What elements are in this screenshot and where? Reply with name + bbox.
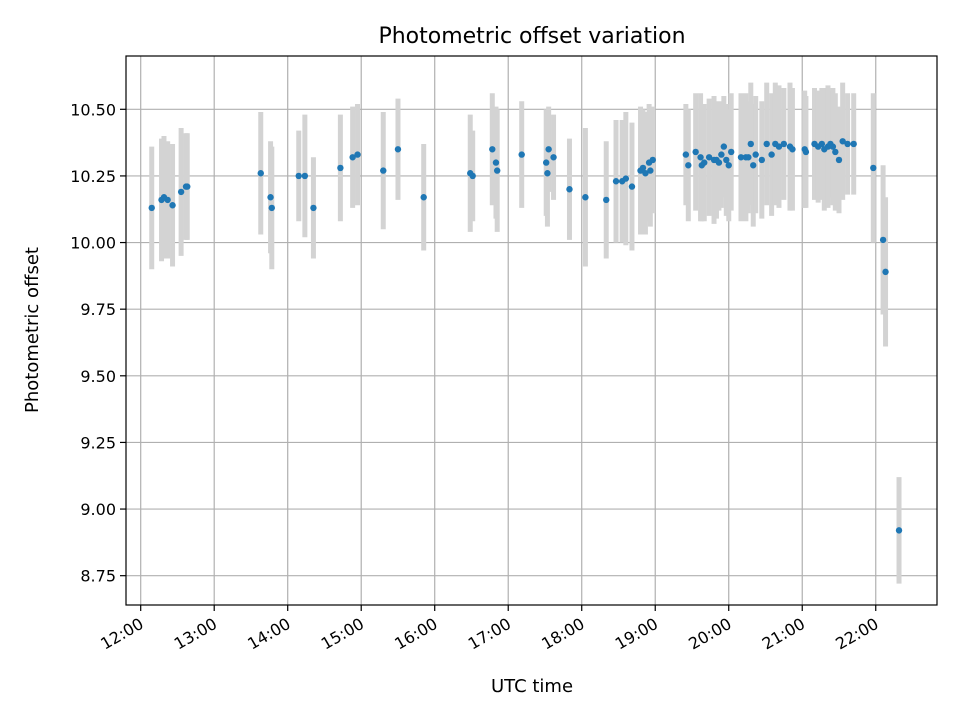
data-point	[420, 194, 427, 201]
data-point	[685, 162, 692, 169]
data-point	[301, 172, 309, 180]
data-point	[780, 140, 788, 148]
data-point	[745, 154, 752, 161]
data-point	[184, 183, 191, 190]
x-tick-label: 15:00	[318, 614, 367, 654]
chart-title: Photometric offset variation	[378, 24, 685, 49]
data-point	[692, 148, 699, 156]
data-point	[603, 196, 610, 204]
data-point	[829, 143, 837, 150]
data-point	[682, 151, 690, 158]
data-point	[718, 151, 725, 158]
y-tick-label: 8.75	[80, 567, 116, 586]
data-point	[752, 151, 759, 158]
data-point	[750, 162, 757, 169]
data-point	[544, 170, 551, 177]
data-point	[469, 172, 476, 180]
y-tick-label: 10.00	[70, 234, 116, 253]
x-tick-label: 18:00	[538, 614, 587, 654]
data-point	[802, 148, 810, 156]
data-point	[747, 140, 754, 148]
data-point	[649, 156, 656, 164]
x-tick-label: 17:00	[465, 614, 514, 654]
data-point	[177, 188, 185, 196]
data-point	[310, 204, 317, 212]
data-point	[705, 154, 713, 161]
data-point	[394, 146, 402, 153]
data-point	[354, 151, 361, 158]
data-point	[148, 204, 155, 212]
data-point	[639, 164, 647, 172]
x-tick-label: 16:00	[391, 614, 440, 654]
data-point	[257, 170, 264, 177]
data-point	[582, 194, 589, 201]
data-point	[720, 143, 728, 150]
y-tick-label: 9.75	[80, 300, 116, 319]
y-tick-label: 9.25	[80, 433, 116, 452]
data-point	[727, 148, 735, 156]
data-point	[839, 138, 846, 145]
data-point	[543, 159, 550, 166]
data-point	[642, 170, 649, 177]
y-axis-label: Photometric offset	[22, 247, 43, 413]
data-point	[169, 202, 176, 209]
data-point	[295, 172, 302, 180]
data-point	[768, 151, 775, 158]
data-point	[715, 159, 723, 166]
data-point	[844, 140, 851, 148]
x-tick-label: 19:00	[612, 614, 661, 654]
data-point	[725, 162, 732, 169]
x-tick-label: 22:00	[832, 614, 881, 654]
data-point	[775, 143, 783, 150]
data-point	[758, 156, 766, 164]
data-point	[545, 146, 552, 153]
data-point	[870, 164, 877, 172]
x-axis-label: UTC time	[491, 676, 573, 697]
data-point	[763, 140, 770, 148]
data-point	[835, 156, 843, 164]
y-tick-label: 10.50	[70, 100, 116, 119]
data-point	[622, 175, 630, 182]
y-tick-label: 9.50	[80, 367, 116, 386]
y-axis-ticks: 8.75 9.00 9.25 9.50 9.75 10.00 10.25 10.50	[70, 100, 126, 586]
data-point	[879, 236, 887, 244]
x-tick-label: 13:00	[171, 614, 220, 654]
data-point	[612, 178, 620, 185]
data-point	[493, 167, 501, 174]
data-point	[492, 159, 500, 166]
plot-frame	[125, 55, 938, 606]
data-point	[268, 204, 275, 212]
data-point	[380, 167, 387, 174]
data-point	[701, 159, 708, 166]
data-point	[789, 146, 796, 153]
data-point	[895, 527, 903, 534]
data-point	[566, 186, 573, 193]
x-tick-label: 21:00	[759, 614, 808, 654]
data-point	[337, 164, 344, 172]
data-point	[818, 140, 826, 148]
data-point	[850, 140, 857, 148]
data-point	[518, 151, 525, 158]
y-grid	[126, 108, 937, 577]
x-tick-label: 12:00	[97, 614, 146, 654]
x-tick-label: 14:00	[244, 614, 293, 654]
y-tick-label: 9.00	[80, 500, 116, 519]
y-tick-label: 10.25	[70, 167, 116, 186]
data-point	[628, 183, 636, 190]
data-point	[832, 148, 839, 156]
x-tick-label: 20:00	[685, 614, 734, 654]
data-point	[267, 194, 274, 201]
data-point	[489, 146, 496, 153]
data-points	[148, 138, 903, 534]
data-point	[723, 156, 730, 164]
data-point	[737, 154, 745, 161]
data-point	[647, 167, 654, 174]
data-point	[550, 154, 557, 161]
data-point	[164, 196, 171, 204]
data-point	[882, 268, 889, 276]
x-axis-ticks: 12:00 13:00 14:00 15:00 16:00 17:00 18:00 19:00…	[97, 605, 882, 654]
data-point	[349, 154, 356, 161]
data-point	[697, 154, 704, 161]
